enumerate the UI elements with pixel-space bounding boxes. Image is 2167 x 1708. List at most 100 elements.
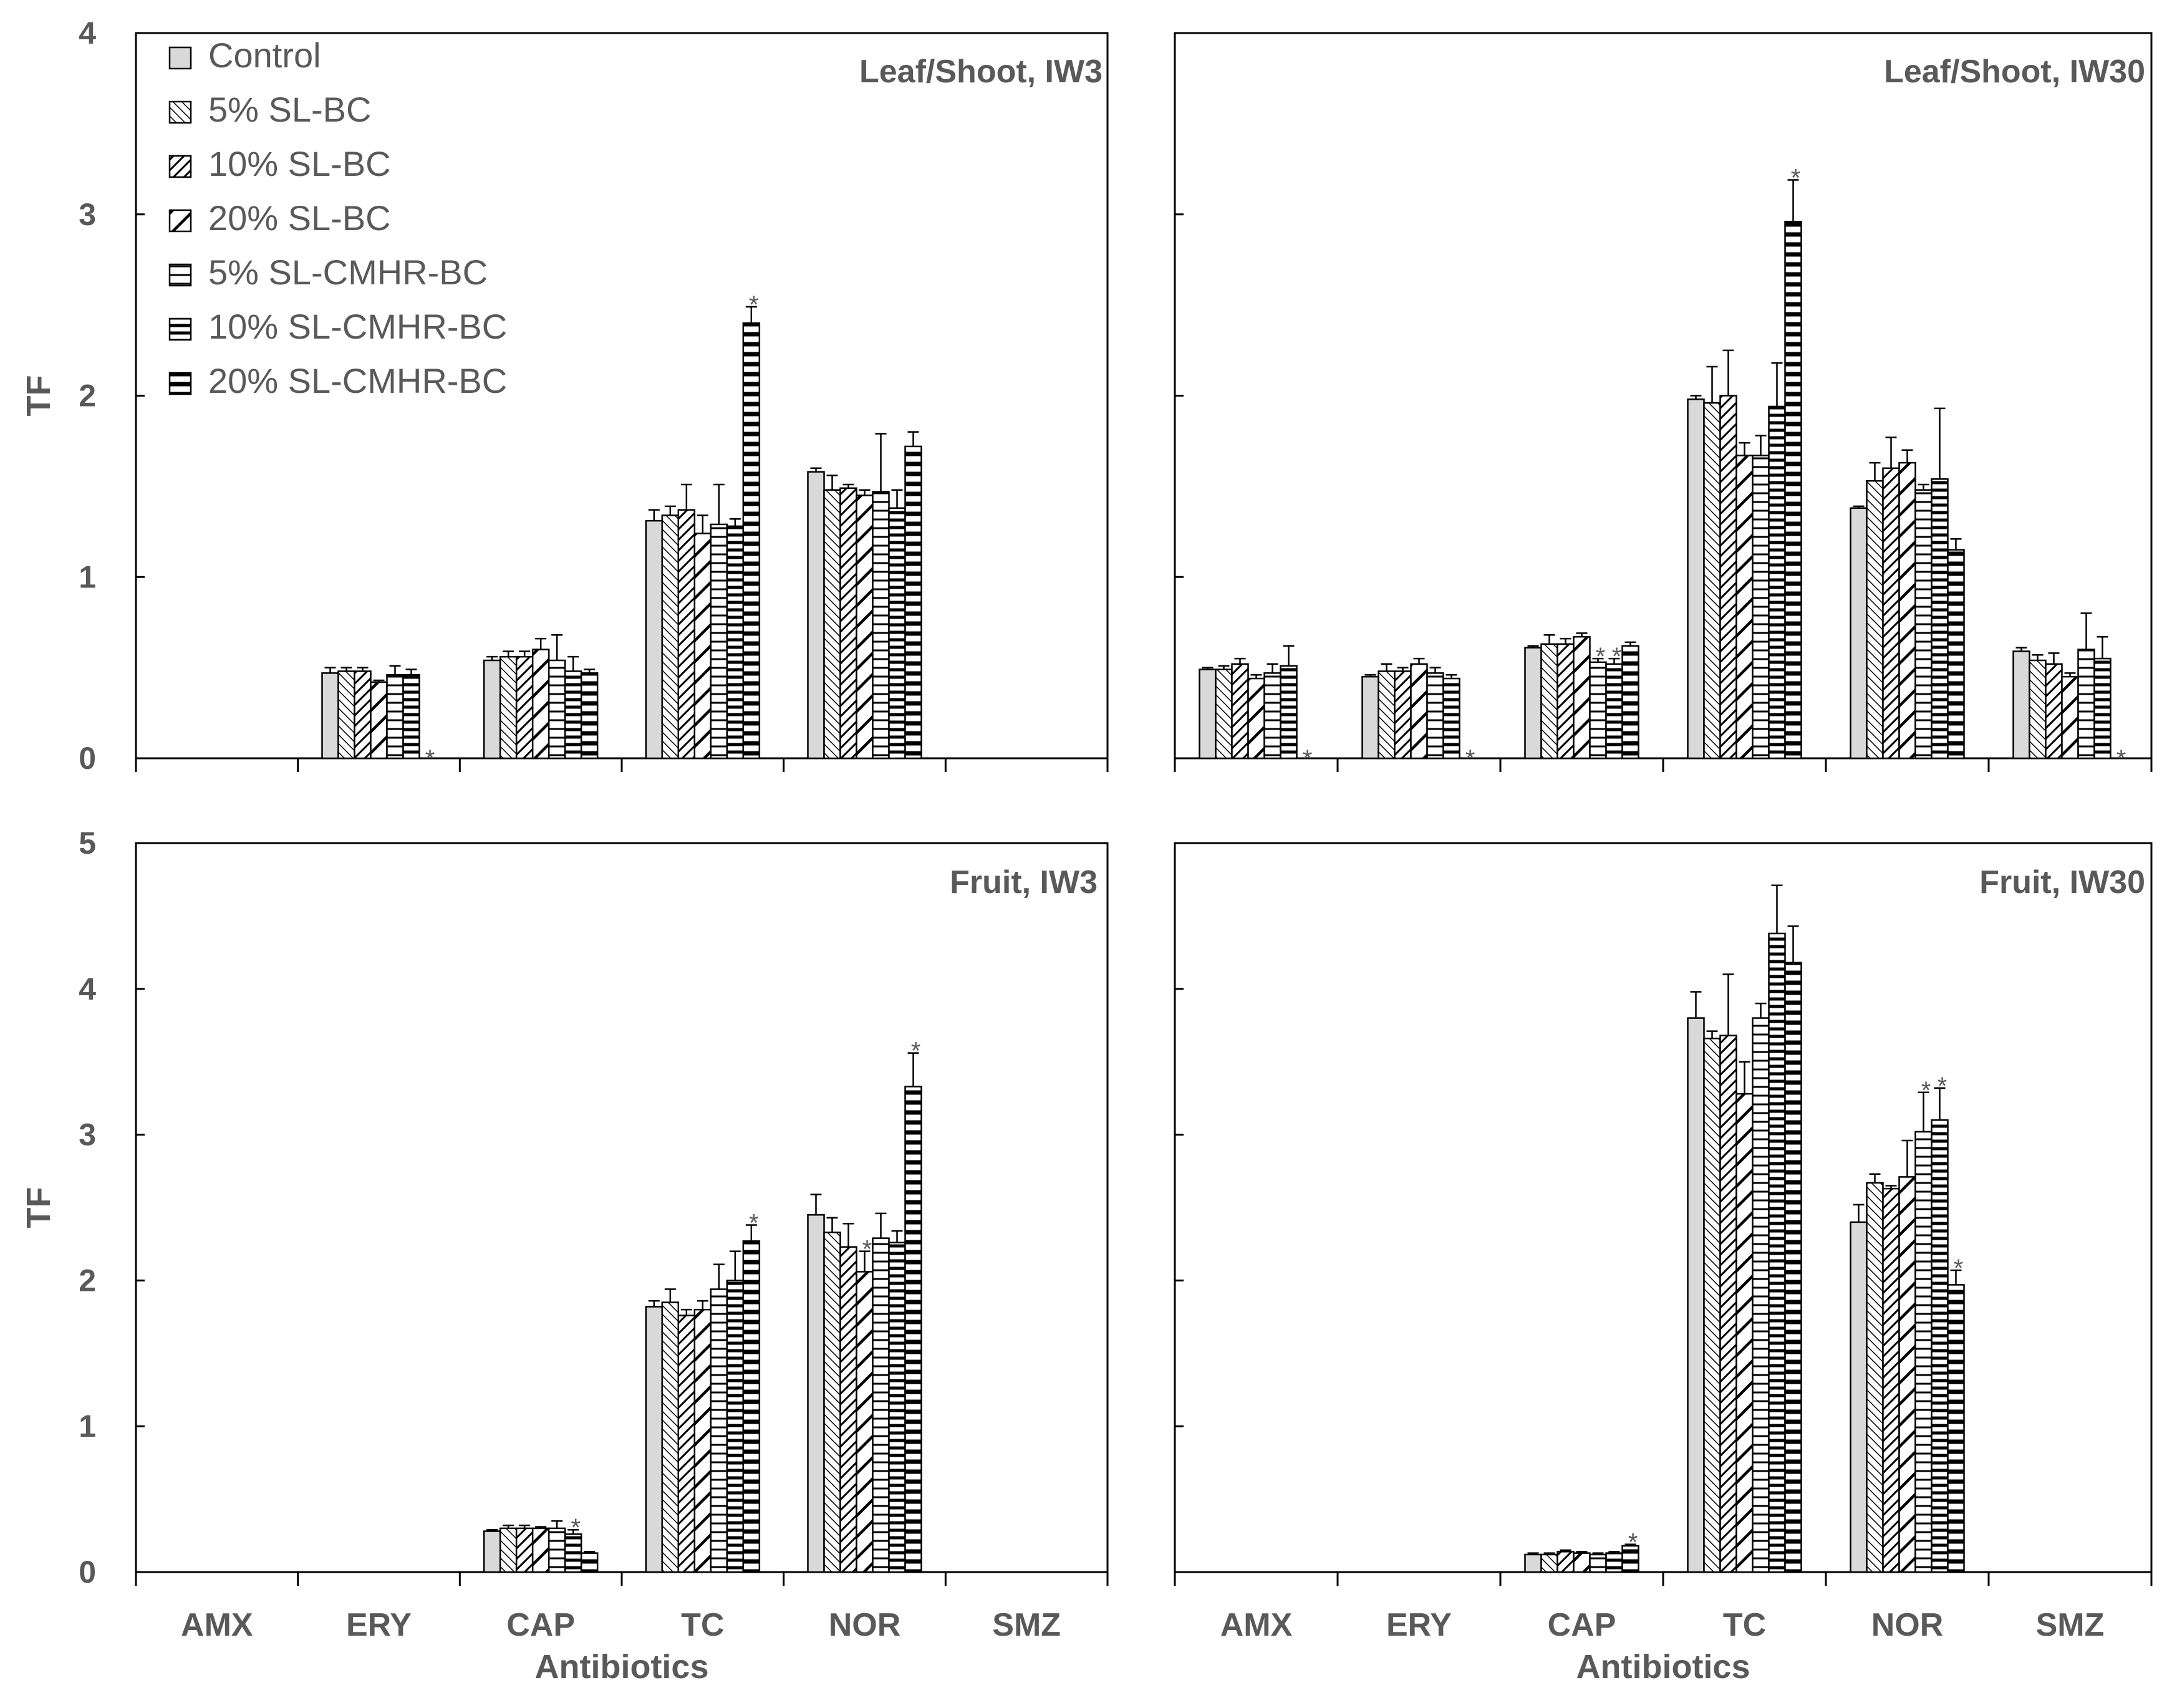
legend-label-20-sl-cmhr-bc: 20% SL-CMHR-BC (208, 361, 507, 400)
bar-amx-10-sl-bc (1231, 663, 1249, 760)
bar-nor-5-sl-bc (1866, 480, 1884, 760)
bar-tc-5-sl-bc (1703, 402, 1721, 760)
bar-tc-5-sl-bc (661, 514, 680, 760)
bar-nor-5-sl-bc (823, 1231, 841, 1573)
panel-title: Fruit, IW3 (950, 864, 1098, 900)
bar-cap-5-sl-cmhr-bc (548, 1527, 566, 1573)
bar-nor-control (1850, 507, 1868, 760)
bar-cap-control (1524, 1553, 1542, 1573)
legend-swatch-5-sl-cmhr-bc (168, 263, 192, 287)
y-tick-label: 1 (79, 1409, 96, 1444)
bar-tc-10-sl-bc (677, 509, 696, 760)
bar-nor-20-sl-cmhr-bc (1947, 549, 1965, 760)
bar-cap-20-sl-cmhr-bc (1621, 645, 1639, 760)
panel-fruit-iw3: 0 1 2 3 4 5 AMX ERY CAP TC NOR SMZ Antibiotics TF Frui… (20, 826, 1109, 1686)
bar-nor-10-sl-cmhr-bc (1931, 1119, 1949, 1573)
bar-amx-20-sl-bc (1247, 677, 1265, 760)
bar-ery-10-sl-bc (1394, 670, 1412, 760)
legend-swatch-control (168, 46, 192, 70)
bar-tc-20-sl-cmhr-bc (1784, 221, 1802, 760)
bar-cap-20-sl-bc (1573, 635, 1591, 760)
bar-tc-5-sl-cmhr-bc (710, 523, 728, 760)
significance-star: * (749, 291, 759, 319)
significance-star: * (571, 1514, 581, 1542)
significance-star: * (1303, 745, 1313, 773)
bar-nor-control (807, 471, 825, 760)
bar-amx-control (1199, 668, 1217, 760)
legend-swatch-10-sl-bc (168, 155, 192, 178)
x-tick-label-amx: AMX (181, 1607, 253, 1643)
legend-label-20-sl-bc: 20% SL-BC (208, 198, 391, 238)
bar-nor-20-sl-bc (1898, 461, 1916, 760)
x-tick-label-tc: TC (1723, 1607, 1766, 1643)
x-tick-label-tc: TC (681, 1607, 724, 1643)
bar-ery-10-sl-cmhr-bc (402, 674, 420, 760)
bar-tc-20-sl-bc (693, 1308, 712, 1573)
bar-nor-5-sl-cmhr-bc (1914, 489, 1933, 760)
bar-cap-20-sl-cmhr-bc (580, 672, 599, 760)
bar-ery-10-sl-bc (354, 670, 372, 760)
bar-nor-10-sl-bc (839, 1246, 857, 1573)
x-tick-label-cap: CAP (506, 1607, 575, 1643)
bar-cap-5-sl-cmhr-bc (548, 659, 566, 760)
bar-tc-20-sl-bc (1735, 1093, 1754, 1573)
bar-cap-10-sl-bc (515, 1527, 534, 1573)
significance-star: * (1628, 1529, 1638, 1556)
significance-star: * (1791, 165, 1801, 192)
bar-smz-10-sl-bc (2045, 663, 2063, 760)
bar-tc-20-sl-cmhr-bc (742, 1240, 761, 1573)
bar-cap-10-sl-cmhr-bc (564, 1533, 582, 1573)
y-tick-label: 2 (79, 1263, 96, 1298)
bar-tc-control (645, 519, 664, 760)
bar-ery-5-sl-cmhr-bc (1426, 672, 1444, 760)
significance-star: * (1612, 643, 1622, 670)
bar-cap-20-sl-cmhr-bc (580, 1552, 599, 1573)
bar-tc-10-sl-cmhr-bc (726, 1280, 745, 1573)
bar-tc-10-sl-bc (677, 1315, 696, 1573)
bar-tc-20-sl-bc (693, 533, 712, 760)
bar-tc-control (1687, 398, 1705, 760)
bar-cap-5-sl-cmhr-bc (1589, 1553, 1607, 1573)
x-tick-label-smz: SMZ (2036, 1607, 2105, 1643)
bar-cap-5-sl-bc (499, 1527, 518, 1573)
bar-ery-5-sl-cmhr-bc (386, 674, 404, 760)
bar-cap-20-sl-bc (531, 649, 550, 760)
plot-area-frame (1174, 32, 2153, 760)
panel-title: Leaf/Shoot, IW3 (859, 54, 1103, 90)
legend-label-10-sl-cmhr-bc: 10% SL-CMHR-BC (208, 307, 507, 346)
bar-ery-control (1361, 675, 1379, 760)
bar-nor-20-sl-bc (856, 495, 874, 760)
legend-label-5-sl-cmhr-bc: 5% SL-CMHR-BC (208, 253, 488, 292)
bar-nor-10-sl-cmhr-bc (1931, 478, 1949, 760)
bar-nor-10-sl-bc (1882, 467, 1900, 760)
legend-label-5-sl-bc: 5% SL-BC (208, 90, 371, 129)
significance-star: * (2116, 745, 2126, 773)
panel-fruit-iw30: AMX ERY CAP TC NOR SMZ Antibiotics Fruit, IW30 *… (1174, 842, 2153, 1686)
panel-title: Fruit, IW30 (1979, 864, 2145, 900)
y-tick-label: 2 (79, 379, 96, 413)
y-tick-label: 5 (79, 826, 96, 861)
bar-ery-20-sl-bc (370, 681, 388, 760)
y-tick-label: 4 (79, 972, 96, 1006)
x-tick-label-smz: SMZ (992, 1607, 1061, 1643)
bar-cap-control (483, 1530, 501, 1573)
legend-swatch-20-sl-bc (168, 209, 192, 233)
bar-cap-20-sl-bc (1573, 1552, 1591, 1573)
bar-cap-control (483, 659, 501, 760)
bar-tc-20-sl-cmhr-bc (742, 322, 761, 760)
bar-nor-5-sl-cmhr-bc (1914, 1131, 1933, 1573)
bar-amx-10-sl-cmhr-bc (1280, 665, 1298, 760)
legend-label-10-sl-bc: 10% SL-BC (208, 144, 391, 183)
bar-nor-5-sl-cmhr-bc (872, 1237, 890, 1573)
legend-swatch-20-sl-cmhr-bc (168, 372, 192, 395)
bar-tc-10-sl-cmhr-bc (1768, 405, 1786, 760)
bar-nor-20-sl-cmhr-bc (1947, 1284, 1965, 1573)
legend: Control 5% SL-BC 10% SL-BC 20% SL-BC 5% SL-C… (168, 36, 507, 400)
bar-ery-20-sl-bc (1410, 663, 1428, 760)
bar-cap-10-sl-bc (1556, 1551, 1575, 1573)
x-axis-title: Antibiotics (535, 1648, 709, 1686)
x-tick-label-nor: NOR (1871, 1607, 1944, 1643)
significance-star: * (862, 1236, 872, 1263)
bar-tc-20-sl-cmhr-bc (1784, 962, 1802, 1573)
